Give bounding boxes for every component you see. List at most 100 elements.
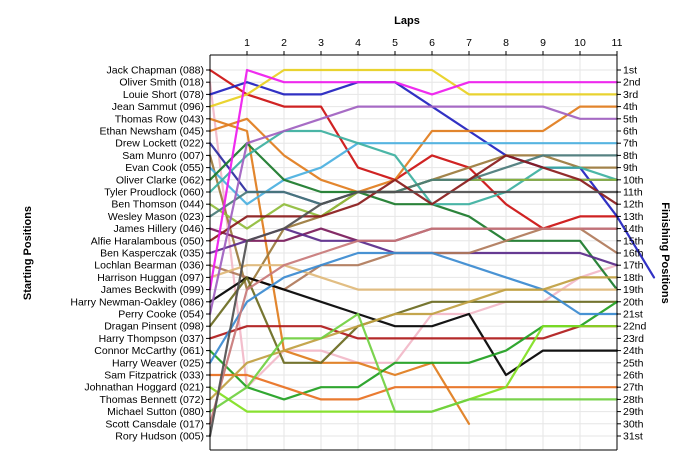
finishing-position-label: 28th: [623, 394, 644, 406]
starting-position-label: Jean Sammut (096): [112, 101, 204, 113]
series-line: [208, 154, 619, 218]
finishing-position-label: 14th: [623, 223, 644, 235]
x-tick-label: 4: [355, 37, 361, 49]
finishing-position-label: 10th: [623, 174, 644, 186]
starting-position-label: Dragan Pinsent (098): [104, 321, 204, 333]
finishing-position-label: 23rd: [623, 333, 644, 345]
finishing-position-label: 9th: [623, 162, 638, 174]
finishing-position-label: 31st: [623, 431, 643, 443]
series-line: [208, 251, 619, 364]
series-line: [208, 142, 619, 291]
starting-position-label: Harry Thompson (037): [99, 333, 204, 345]
finishing-position-label: 22nd: [623, 321, 647, 333]
finishing-position-label: 7th: [623, 138, 638, 150]
starting-position-label: James Beckwith (099): [101, 284, 204, 296]
series-line: [208, 68, 619, 230]
finishing-position-label: 4th: [623, 101, 638, 113]
finishing-position-label: 5th: [623, 113, 638, 125]
starting-position-label: Harry Newman-Oakley (086): [70, 296, 204, 308]
series-line: [208, 142, 619, 206]
finishing-position-label: 16th: [623, 248, 644, 260]
series-line: [208, 276, 619, 364]
starting-position-label: Drew Lockett (022): [115, 138, 204, 150]
finishing-position-label: 26th: [623, 370, 644, 382]
starting-position-label: Sam Fitzpatrick (033): [104, 370, 204, 382]
x-tick-label: 6: [429, 37, 435, 49]
x-tick-label: 7: [466, 37, 472, 49]
x-tick-label: 11: [612, 37, 623, 49]
series-line: [208, 227, 619, 425]
starting-position-label: Harry Weaver (025): [112, 357, 204, 369]
starting-position-label: Connor McCarthy (061): [94, 345, 204, 357]
x-tick-label: 8: [503, 37, 509, 49]
finishing-position-label: 2nd: [623, 77, 641, 89]
series-layer: [208, 68, 656, 438]
series-line: [208, 373, 619, 401]
finishing-position-label: 27th: [623, 382, 644, 394]
finishing-position-label: 25th: [623, 357, 644, 369]
finishing-position-label: 20th: [623, 296, 644, 308]
finishing-position-label: 8th: [623, 150, 638, 162]
starting-position-label: Thomas Bennett (072): [100, 394, 204, 406]
starting-position-label: Oliver Clarke (062): [116, 174, 204, 186]
finishing-position-label: 15th: [623, 235, 644, 247]
finishing-position-label: 1st: [623, 65, 637, 77]
starting-position-label: Louie Short (078): [123, 89, 204, 101]
starting-position-label: Tyler Proudlock (060): [104, 187, 204, 199]
series-line: [208, 276, 619, 377]
series-line: [208, 312, 619, 413]
series-line: [208, 325, 619, 340]
x-tick-label: 9: [540, 37, 546, 49]
finishing-position-label: 18th: [623, 272, 644, 284]
starting-position-label: Sam Munro (007): [122, 150, 204, 162]
starting-position-label: Oliver Smith (018): [119, 77, 204, 89]
starting-position-label: Wesley Mason (023): [108, 211, 204, 223]
finishing-position-label: 17th: [623, 260, 644, 272]
series-line: [208, 142, 619, 206]
axis-layer: [206, 51, 621, 451]
starting-position-label: Johnathan Hoggard (021): [84, 382, 204, 394]
starting-position-label: Ethan Newsham (045): [100, 126, 204, 138]
series-line: [208, 117, 471, 425]
x-tick-label: 10: [574, 37, 586, 49]
finishing-position-label: 6th: [623, 126, 638, 138]
starting-position-label: Perry Cooke (054): [118, 309, 204, 321]
x-tick-label: 2: [281, 37, 287, 49]
x-tick-label: 1: [244, 37, 250, 49]
starting-position-label: Evan Cook (055): [125, 162, 204, 174]
finishing-position-label: 30th: [623, 418, 644, 430]
starting-position-label: James Hillery (046): [114, 223, 204, 235]
starting-position-label: Scott Cansdale (017): [105, 418, 204, 430]
series-line: [208, 190, 619, 438]
x-axis-title: Laps: [394, 15, 420, 27]
finishing-position-label: 11th: [623, 187, 643, 199]
y-axis-title-left: Starting Positions: [22, 206, 34, 300]
finishing-position-label: 21st: [623, 309, 643, 321]
finishing-position-label: 24th: [623, 345, 644, 357]
starting-position-label: Jack Chapman (088): [107, 65, 204, 77]
series-line: [208, 129, 619, 206]
starting-position-label: Michael Sutton (080): [107, 406, 204, 418]
finishing-position-label: 19th: [623, 284, 644, 296]
finishing-position-label: 12th: [623, 199, 644, 211]
starting-position-label: Lochlan Bearman (036): [94, 260, 204, 272]
x-tick-label: 5: [392, 37, 398, 49]
x-tick-label: 3: [318, 37, 324, 49]
series-line: [208, 68, 619, 108]
starting-position-label: Ben Kasperczak (035): [100, 248, 204, 260]
finishing-position-label: 13th: [623, 211, 644, 223]
series-line: [208, 264, 619, 291]
starting-position-label: Ben Thomson (044): [111, 199, 204, 211]
series-line: [208, 105, 619, 316]
label-layer: 1 2 3 4 5 6 7 8 9 10 11 Jack Chapman (088)Oliver Sm…: [70, 37, 646, 443]
series-line: [208, 68, 619, 291]
starting-position-label: Harrison Huggan (097): [97, 272, 204, 284]
y-axis-title-right: Finishing Positions: [659, 202, 671, 303]
finishing-position-label: 3rd: [623, 89, 638, 101]
finishing-position-label: 29th: [623, 406, 644, 418]
starting-position-label: Alfie Haralambous (050): [91, 235, 204, 247]
series-line: [208, 227, 619, 291]
series-line: [208, 276, 619, 401]
